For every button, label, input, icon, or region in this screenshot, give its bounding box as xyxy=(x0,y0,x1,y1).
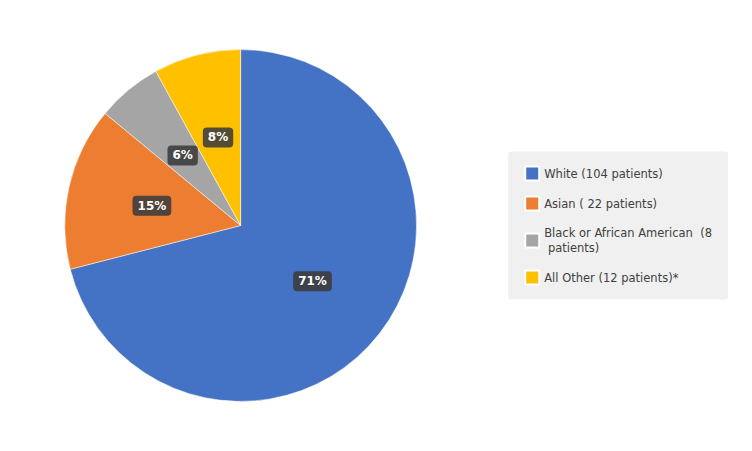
svg-text:All Other (12 patients)*: All Other (12 patients)* xyxy=(544,271,678,285)
svg-text:8%: 8% xyxy=(208,130,228,144)
svg-text:Black or African American (8: Black or African American (8 xyxy=(544,226,712,240)
svg-text:patients): patients) xyxy=(544,241,599,255)
svg-text:71%: 71% xyxy=(298,274,327,288)
svg-text:White (104 patients): White (104 patients) xyxy=(544,167,663,181)
svg-text:Asian ( 22 patients): Asian ( 22 patients) xyxy=(544,197,657,211)
svg-text:15%: 15% xyxy=(138,199,167,213)
svg-text:6%: 6% xyxy=(172,148,192,162)
